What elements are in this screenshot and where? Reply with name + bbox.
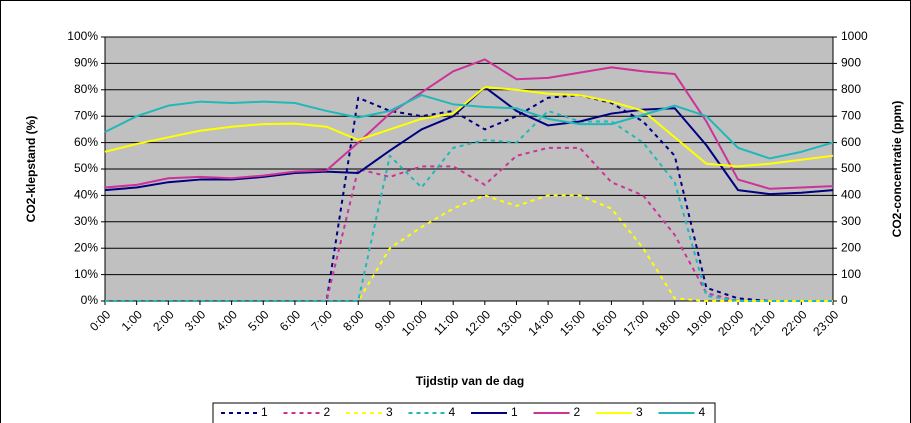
legend-label: 4 bbox=[449, 405, 456, 419]
y-tick-label: 30% bbox=[74, 214, 98, 228]
y-tick-label: 10% bbox=[74, 267, 98, 281]
y-tick-label: 60% bbox=[74, 135, 98, 149]
y-tick-label: 90% bbox=[74, 56, 98, 70]
series-line bbox=[104, 86, 834, 168]
series-line bbox=[105, 109, 833, 302]
y2-axis-title: CO2-concentratie (ppm) bbox=[890, 101, 904, 238]
y-tick-label: 50% bbox=[74, 161, 98, 175]
y2-tick-label: 900 bbox=[841, 56, 861, 70]
y-tick-label: 70% bbox=[74, 108, 98, 122]
legend-label: 3 bbox=[636, 405, 643, 419]
y-tick-label: 20% bbox=[74, 240, 98, 254]
y2-tick-label: 600 bbox=[841, 135, 861, 149]
legend-label: 4 bbox=[699, 405, 706, 419]
legend-label: 1 bbox=[261, 405, 268, 419]
y-tick-label: 0% bbox=[81, 293, 99, 307]
y2-tick-label: 1000 bbox=[841, 29, 868, 43]
x-axis-title: Tijdstip van de dag bbox=[416, 374, 524, 388]
legend-label: 2 bbox=[324, 405, 331, 419]
y2-tick-label: 400 bbox=[841, 188, 861, 202]
series-line bbox=[104, 86, 834, 196]
y2-tick-label: 200 bbox=[841, 240, 861, 254]
y2-tick-label: 100 bbox=[841, 267, 861, 281]
y-tick-label: 100% bbox=[67, 29, 98, 43]
legend-box bbox=[212, 402, 716, 423]
legend-label: 1 bbox=[511, 405, 518, 419]
legend-label: 3 bbox=[386, 405, 393, 419]
y2-tick-label: 700 bbox=[841, 108, 861, 122]
series-line bbox=[104, 94, 834, 160]
y2-tick-label: 500 bbox=[841, 161, 861, 175]
y2-tick-label: 800 bbox=[841, 82, 861, 96]
y-tick-label: 80% bbox=[74, 82, 98, 96]
y-axis-title: CO2-klepstand (%) bbox=[24, 116, 38, 223]
y2-tick-label: 300 bbox=[841, 214, 861, 228]
y-tick-label: 40% bbox=[74, 188, 98, 202]
series-line bbox=[104, 58, 834, 190]
y2-tick-label: 0 bbox=[841, 293, 848, 307]
legend-label: 2 bbox=[574, 405, 581, 419]
